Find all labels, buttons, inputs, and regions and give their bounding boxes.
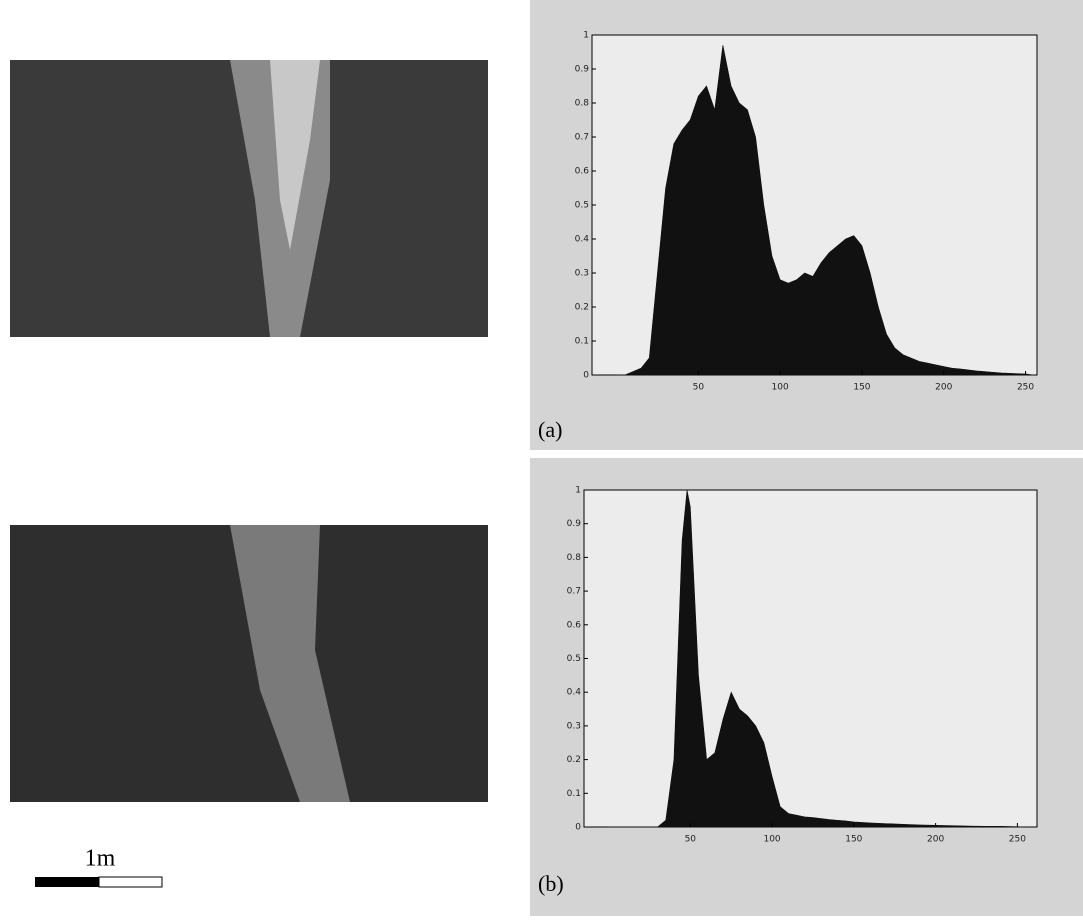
y-tick-label: 0.9 (575, 65, 590, 75)
y-tick-label: 0.8 (567, 553, 582, 563)
caption: (b) (538, 871, 564, 896)
y-tick-label: 1 (575, 486, 581, 496)
y-tick-label: 0.7 (567, 587, 581, 597)
x-tick-label: 150 (853, 383, 870, 393)
scale-bar (35, 877, 99, 887)
y-tick-label: 0.8 (575, 99, 590, 109)
y-tick-label: 0.3 (575, 269, 589, 279)
y-tick-label: 0.1 (567, 789, 581, 799)
x-tick-label: 100 (772, 383, 789, 393)
y-tick-label: 0.4 (575, 235, 590, 245)
y-tick-label: 0 (583, 371, 589, 381)
y-tick-label: 0.5 (567, 654, 581, 664)
y-tick-label: 1 (583, 31, 589, 41)
x-tick-label: 50 (685, 835, 697, 845)
photo (10, 525, 488, 802)
scale-bar (98, 876, 163, 888)
x-tick-label: 50 (693, 383, 705, 393)
x-tick-label: 100 (763, 835, 780, 845)
y-tick-label: 0.6 (575, 167, 590, 177)
y-tick-label: 0.9 (567, 519, 582, 529)
y-tick-label: 0 (575, 823, 581, 833)
x-tick-label: 150 (845, 835, 862, 845)
plot-area (583, 489, 1038, 828)
histogram-area (616, 45, 1034, 376)
x-tick-label: 250 (1009, 835, 1026, 845)
y-tick-label: 0.6 (567, 620, 582, 630)
x-tick-label: 200 (935, 383, 952, 393)
x-tick-label: 200 (927, 835, 944, 845)
histogram-area (608, 489, 1026, 828)
y-tick-label: 0.4 (567, 688, 582, 698)
photo (10, 60, 488, 337)
scale-label: 1m (85, 846, 116, 872)
y-tick-label: 0.2 (575, 303, 589, 313)
y-tick-label: 0.2 (567, 755, 581, 765)
x-tick-label: 250 (1017, 383, 1034, 393)
y-tick-label: 0.1 (575, 337, 589, 347)
y-tick-label: 0.7 (575, 133, 589, 143)
caption: (a) (538, 417, 562, 442)
y-tick-label: 0.3 (567, 721, 581, 731)
y-tick-label: 0.5 (575, 201, 589, 211)
